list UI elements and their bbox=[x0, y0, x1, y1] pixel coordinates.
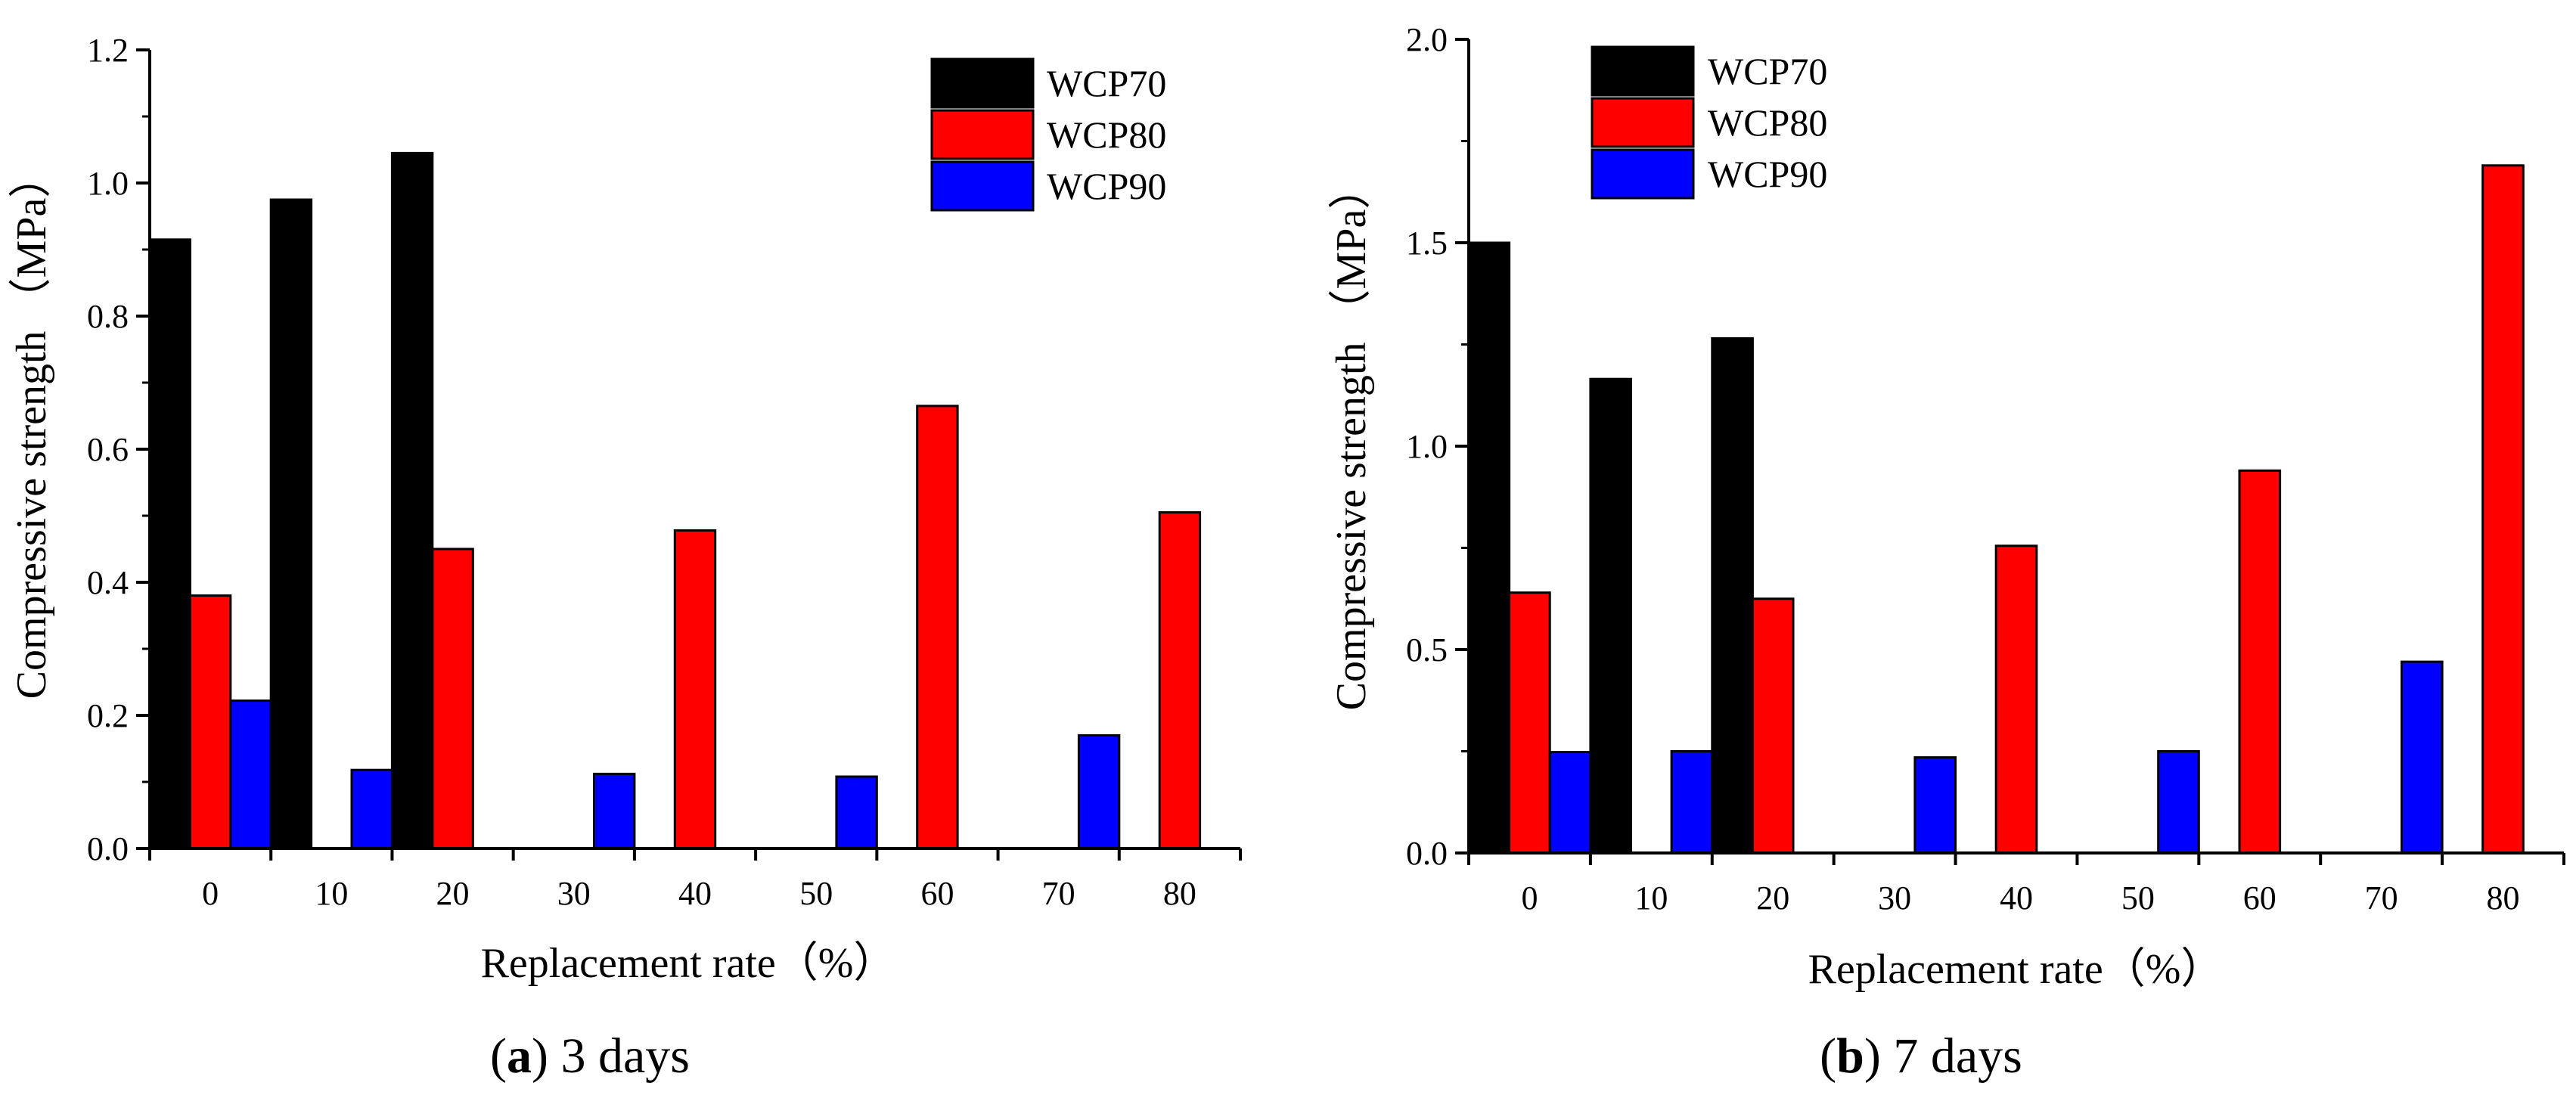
legend-b: WCP70 WCP80 WCP90 bbox=[1591, 45, 1827, 200]
caption-a-text: 3 days bbox=[560, 1028, 689, 1084]
bar-wcp90-10 bbox=[350, 768, 393, 850]
x-tick-label: 30 bbox=[557, 875, 591, 912]
legend-label-wcp90: WCP90 bbox=[1047, 165, 1166, 207]
caption-a: (a) 3 days bbox=[490, 1028, 690, 1084]
bars-a bbox=[148, 151, 1202, 850]
bar-wcp70-20 bbox=[1711, 337, 1754, 855]
legend-swatch-wcp90 bbox=[930, 160, 1035, 212]
x-axis-title-a: Replacement rate（%） bbox=[481, 940, 896, 987]
x-tick-label: 60 bbox=[2243, 879, 2277, 917]
bar-wcp80-80 bbox=[2481, 164, 2525, 855]
y-tick-labels-a: 0.0 0.2 0.4 0.6 0.8 1.0 1.2 bbox=[87, 32, 129, 867]
y-tick-label: 0.0 bbox=[1406, 835, 1448, 872]
axes-a bbox=[136, 48, 1242, 861]
bar-wcp80-40 bbox=[673, 529, 717, 850]
legend-label-wcp70: WCP70 bbox=[1708, 50, 1827, 92]
y-tick-label: 1.2 bbox=[87, 32, 129, 69]
y-tick-label: 0.6 bbox=[87, 431, 129, 468]
bar-wcp80-0 bbox=[188, 594, 232, 850]
legend-swatch-wcp70 bbox=[1591, 45, 1695, 97]
y-tick-label: 0.2 bbox=[87, 697, 129, 734]
x-tick-label: 0 bbox=[202, 875, 219, 912]
bar-wcp70-10 bbox=[269, 198, 313, 850]
bar-wcp90-70 bbox=[2401, 660, 2444, 855]
x-tick-label: 50 bbox=[2121, 879, 2155, 917]
x-tick-label: 0 bbox=[1521, 879, 1538, 917]
bar-wcp80-60 bbox=[916, 405, 959, 850]
x-tick-label: 70 bbox=[1042, 875, 1075, 912]
legend-swatch-wcp90 bbox=[1591, 148, 1695, 200]
legend-a: WCP70 WCP80 WCP90 bbox=[930, 57, 1166, 212]
bar-wcp80-20 bbox=[431, 547, 474, 850]
bar-wcp80-40 bbox=[1994, 544, 2038, 855]
bar-wcp80-0 bbox=[1508, 591, 1551, 855]
legend-label-wcp90: WCP90 bbox=[1708, 153, 1827, 195]
x-tick-label: 40 bbox=[678, 875, 712, 912]
x-tick-label: 20 bbox=[1756, 879, 1789, 917]
bar-wcp70-10 bbox=[1589, 377, 1632, 855]
y-tick-label: 0.8 bbox=[87, 298, 129, 335]
legend-label-wcp80: WCP80 bbox=[1708, 101, 1827, 144]
y-tick-labels-b: 0.0 0.5 1.0 1.5 2.0 bbox=[1406, 21, 1448, 872]
axes-b bbox=[1455, 38, 2565, 865]
y-tick-label: 0.4 bbox=[87, 564, 129, 601]
x-tick-label: 80 bbox=[1163, 875, 1196, 912]
bar-wcp90-30 bbox=[593, 772, 636, 850]
y-axis-title-b: Compressive strength （MPa） bbox=[1328, 167, 1375, 711]
legend-swatch-wcp80 bbox=[1591, 97, 1695, 148]
chart-panel-b: 0.0 0.5 1.0 1.5 2.0 0 10 20 30 40 50 60 70 80 Compre… bbox=[1328, 21, 2565, 1084]
x-tick-label: 10 bbox=[1634, 879, 1668, 917]
x-axis-title-b: Replacement rate（%） bbox=[1808, 946, 2224, 993]
bar-wcp90-10 bbox=[1670, 750, 1714, 855]
bar-wcp70-20 bbox=[390, 151, 434, 850]
bar-wcp90-0 bbox=[229, 699, 272, 850]
legend-swatch-wcp70 bbox=[930, 57, 1035, 109]
y-tick-label: 1.5 bbox=[1406, 225, 1448, 262]
legend-swatch-wcp80 bbox=[930, 109, 1035, 160]
bar-wcp90-50 bbox=[835, 775, 878, 850]
y-axis-title-a: Compressive strength （MPa） bbox=[8, 156, 55, 699]
y-tick-label: 1.0 bbox=[87, 165, 129, 202]
chart-panel-a: 0.00.20.40.60.81.01.2 0 10 20 30 40 50 60 70 80 … bbox=[8, 32, 1242, 1084]
x-tick-label: 60 bbox=[920, 875, 954, 912]
bar-wcp80-60 bbox=[2238, 469, 2282, 855]
bar-wcp80-80 bbox=[1158, 511, 1202, 850]
x-tick-label: 10 bbox=[315, 875, 348, 912]
bar-wcp90-30 bbox=[1913, 756, 1957, 855]
bar-wcp80-20 bbox=[1751, 597, 1795, 855]
y-tick-label: 0.0 bbox=[87, 830, 129, 867]
bar-wcp90-50 bbox=[2157, 750, 2200, 855]
x-tick-label: 50 bbox=[799, 875, 833, 912]
bar-wcp70-0 bbox=[148, 238, 191, 850]
x-tick-label: 80 bbox=[2487, 879, 2520, 917]
legend-label-wcp80: WCP80 bbox=[1047, 113, 1166, 156]
y-tick-label: 0.5 bbox=[1406, 631, 1448, 668]
bar-wcp90-0 bbox=[1548, 751, 1592, 855]
legend-label-wcp70: WCP70 bbox=[1047, 62, 1166, 104]
bars-b bbox=[1467, 164, 2525, 855]
x-tick-label: 70 bbox=[2365, 879, 2398, 917]
x-tick-label: 30 bbox=[1878, 879, 1911, 917]
bar-wcp90-70 bbox=[1077, 734, 1121, 850]
x-tick-label: 20 bbox=[436, 875, 470, 912]
y-tick-label: 1.0 bbox=[1406, 428, 1448, 465]
x-tick-label: 40 bbox=[2000, 879, 2033, 917]
x-tick-labels-a: 0 10 20 30 40 50 60 70 80 bbox=[202, 875, 1196, 912]
x-tick-labels-b: 0 10 20 30 40 50 60 70 80 bbox=[1521, 879, 2519, 917]
caption-b-text: 7 days bbox=[1893, 1028, 2022, 1084]
caption-b: (b) 7 days bbox=[1820, 1028, 2022, 1084]
y-tick-label: 2.0 bbox=[1406, 21, 1448, 58]
bar-wcp70-0 bbox=[1467, 241, 1511, 855]
